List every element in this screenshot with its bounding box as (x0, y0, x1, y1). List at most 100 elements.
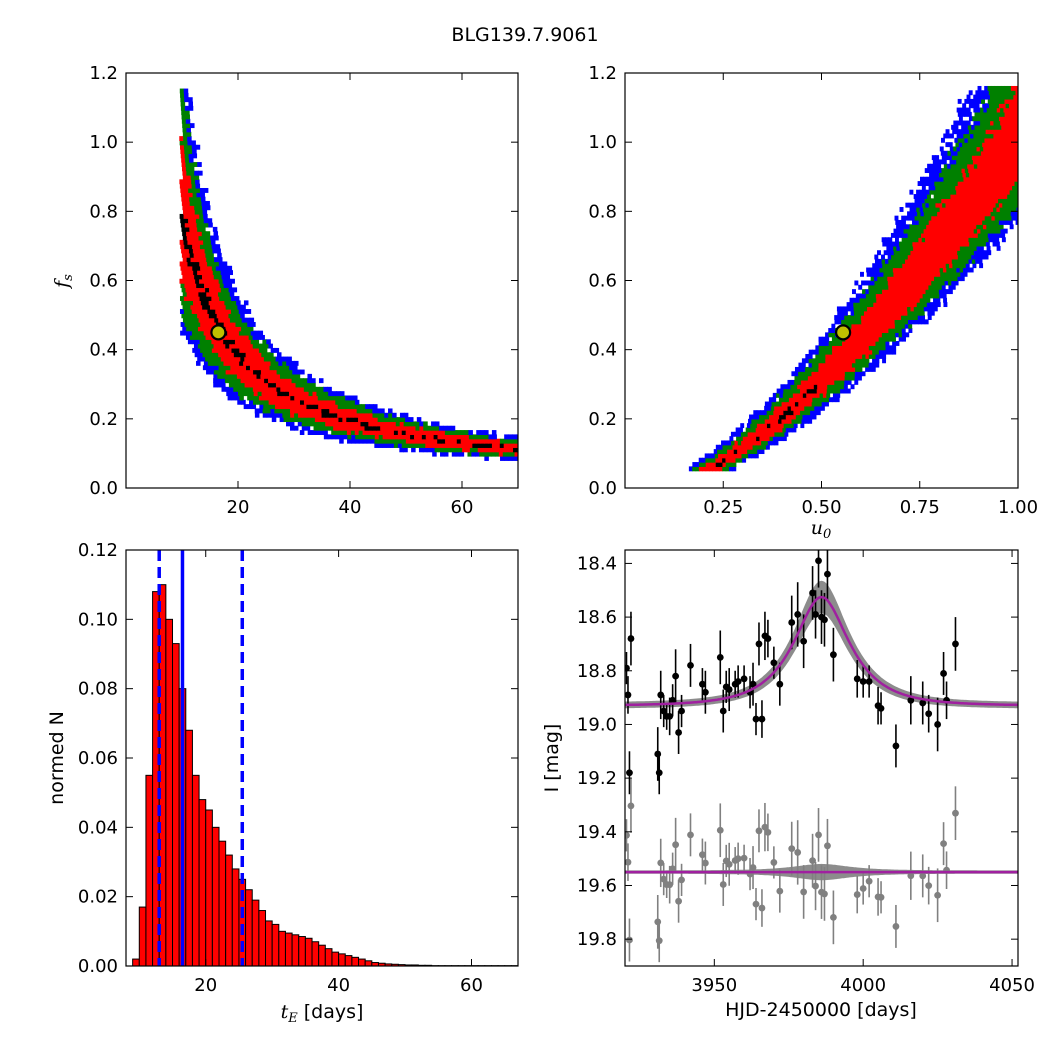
sigma2-cell (862, 289, 866, 295)
sigma1-cell (256, 378, 261, 384)
sigma1-cell (1014, 124, 1018, 130)
sigma3-cell (294, 360, 299, 366)
sigma2-cell (818, 401, 823, 407)
sigma1-cell (1022, 142, 1026, 147)
sigma1-cell (994, 150, 999, 156)
sigma3-cell (919, 207, 924, 212)
sigma1-cell (1000, 120, 1005, 126)
sigma2-cell (232, 300, 237, 306)
sigma1-cell (792, 392, 797, 398)
sigma1-cell (243, 347, 248, 353)
sigma1-cell (618, 456, 623, 461)
sigma1-cell (946, 245, 951, 251)
sigma3-cell (1036, 190, 1040, 195)
sigma1-cell (219, 309, 224, 314)
sigma1-cell (1021, 138, 1025, 143)
best-cell (200, 300, 206, 306)
sigma2-cell (1038, 151, 1042, 156)
sigma2-cell (988, 215, 992, 221)
sigma1-cell (1011, 155, 1016, 161)
sigma1-cell (193, 287, 198, 293)
sigma2-cell (358, 430, 364, 435)
sigma2-cell (224, 300, 229, 306)
sigma2-cell (219, 360, 225, 366)
sigma2-cell (986, 120, 991, 126)
sigma2-cell (966, 245, 971, 251)
sigma3-cell (1018, 216, 1022, 221)
sigma2-cell (337, 404, 343, 410)
sigma2-cell (992, 224, 997, 230)
sigma1-cell (865, 353, 870, 359)
sigma1-cell (954, 215, 959, 221)
sigma2-cell (861, 362, 866, 368)
sigma2-cell (985, 237, 990, 243)
sigma2-cell (961, 258, 966, 264)
sigma1-cell (344, 408, 350, 414)
sigma1-cell (982, 142, 987, 148)
sigma1-cell (865, 349, 870, 355)
sigma3-cell (258, 330, 264, 336)
sigma2-cell (929, 293, 934, 299)
sigma1-cell (954, 232, 959, 238)
sigma2-cell (955, 258, 960, 264)
sigma3-cell (362, 438, 368, 444)
sigma1-cell (818, 362, 823, 368)
sigma1-cell (1008, 155, 1013, 161)
y-axis-label-sub: s (61, 274, 76, 281)
sigma3-cell (184, 105, 190, 111)
sigma2-cell (735, 457, 740, 463)
sigma1-cell (816, 388, 821, 394)
sigma3-cell (666, 465, 671, 470)
sigma3-cell (790, 379, 795, 385)
sigma1-cell (969, 207, 974, 212)
sigma2-cell (940, 194, 945, 199)
sigma3-cell (197, 162, 202, 167)
sigma1-cell (985, 172, 990, 178)
sigma1-cell (961, 168, 966, 174)
sigma1-cell (715, 466, 720, 472)
sigma1-cell (974, 215, 979, 221)
sigma3-cell (958, 129, 963, 135)
residual-point (669, 865, 677, 873)
sigma3-cell (737, 431, 742, 437)
sigma1-cell (186, 205, 191, 211)
sigma1-cell (937, 211, 942, 217)
sigma1-cell (271, 378, 277, 384)
sigma1-cell (987, 181, 992, 186)
sigma1-cell (190, 291, 196, 297)
sigma1-cell (870, 315, 875, 321)
sigma1-cell (1003, 133, 1008, 139)
sigma3-cell (901, 332, 906, 338)
sigma1-cell (819, 465, 824, 470)
sigma1-cell (234, 365, 239, 371)
sigma2-cell (928, 289, 933, 295)
sigma2-cell (1029, 172, 1033, 177)
sigma1-cell (949, 207, 954, 212)
sigma3-cell (882, 353, 887, 359)
sigma3-cell (782, 456, 787, 461)
sigma1-cell (964, 232, 969, 238)
sigma2-cell (835, 336, 840, 342)
sigma2-cell (956, 176, 961, 182)
sigma2-cell (1032, 168, 1036, 173)
sigma2-cell (232, 313, 237, 319)
sigma3-cell (1042, 185, 1046, 190)
sigma2-cell (951, 168, 956, 174)
sigma2-cell (909, 245, 914, 251)
sigma3-cell (468, 430, 473, 435)
sigma2-cell (840, 379, 845, 385)
sigma3-cell (943, 302, 948, 308)
sigma1-cell (953, 194, 958, 199)
sigma1-cell (1026, 129, 1030, 134)
sigma2-cell (869, 302, 874, 308)
sigma1-cell (199, 261, 204, 267)
sigma3-cell (430, 447, 436, 453)
sigma1-cell (236, 356, 241, 362)
sigma3-cell (920, 194, 925, 199)
sigma1-cell (322, 417, 328, 423)
sigma2-cell (868, 289, 873, 295)
sigma3-cell (849, 297, 854, 303)
best-cell (329, 412, 334, 418)
sigma1-cell (1020, 146, 1024, 151)
sigma1-cell (973, 211, 978, 217)
